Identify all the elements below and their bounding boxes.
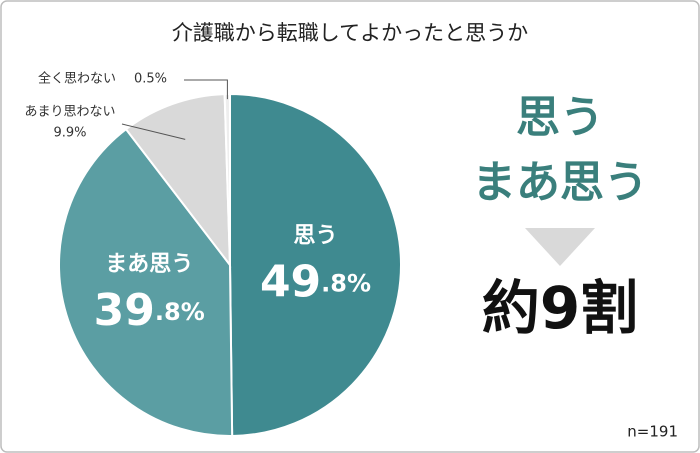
slice-value: 49.8% bbox=[260, 256, 371, 307]
summary-line: 思う bbox=[516, 92, 604, 143]
slice-label: 思う bbox=[293, 223, 337, 248]
slice-label: 全く思わない bbox=[38, 71, 116, 87]
arrow bbox=[525, 228, 595, 266]
slice-value: 39.8% bbox=[94, 285, 205, 336]
leader-line bbox=[184, 79, 228, 100]
chart-title: 介護職から転職してよかったと思うか bbox=[172, 21, 528, 45]
pie-slice bbox=[229, 92, 403, 438]
slice-label: まあ思う bbox=[105, 252, 193, 277]
sample-size: n=191 bbox=[627, 423, 678, 441]
slice-value: 9.9% bbox=[53, 126, 86, 141]
pie bbox=[58, 92, 403, 438]
summary-line: まあ思う bbox=[472, 157, 648, 208]
pie-slice bbox=[58, 127, 234, 437]
result: 約9割 bbox=[482, 274, 638, 342]
slice-label: あまり思わない bbox=[24, 105, 115, 120]
slice-value: 0.5% bbox=[134, 72, 167, 87]
leader-line bbox=[121, 123, 186, 140]
pie-slice bbox=[124, 93, 232, 269]
